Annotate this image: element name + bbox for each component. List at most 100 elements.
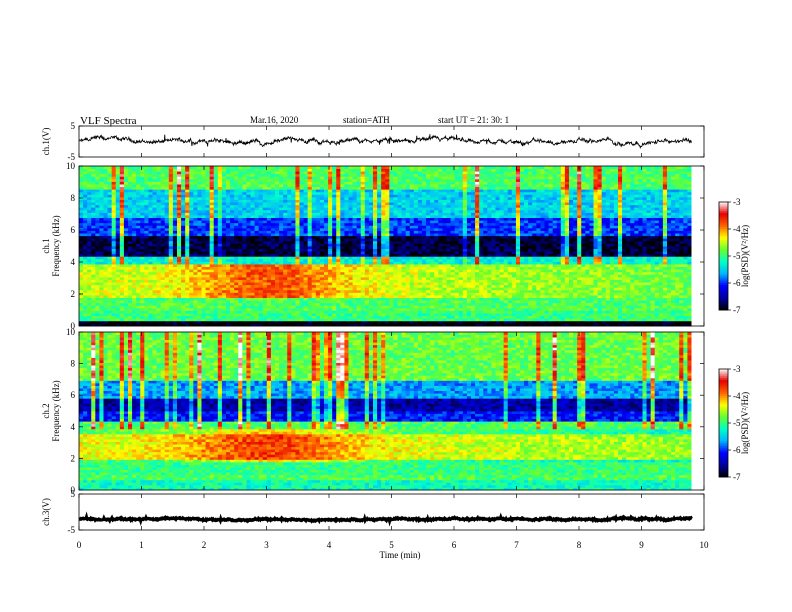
ch1-cell — [266, 222, 272, 226]
ch1-cell — [324, 196, 329, 200]
ch1-cell — [336, 166, 341, 169]
ch1-cell — [246, 194, 251, 198]
ch1-cell — [279, 276, 284, 280]
ch1-cell — [303, 248, 309, 252]
ch1-cell — [324, 264, 329, 268]
ch1-cell — [348, 227, 353, 231]
ch1-cell — [287, 261, 292, 265]
ch1-cell — [307, 240, 313, 244]
ch1-cell — [328, 191, 333, 195]
ch1-cell — [356, 264, 362, 268]
ch1-cell — [258, 178, 264, 182]
ch1-cell — [201, 194, 206, 198]
ch1-cell — [144, 220, 149, 224]
ch1-cell — [87, 289, 92, 293]
ch1-cell — [250, 227, 255, 231]
ch1-cell — [164, 194, 170, 198]
ch1-cell — [103, 217, 108, 221]
ch1-cell — [226, 215, 231, 219]
ch1-cell — [197, 194, 202, 198]
ch1-cell — [275, 307, 280, 311]
ch1-cell — [168, 222, 174, 226]
ch1-cell — [209, 305, 215, 309]
ch1-cell — [172, 246, 178, 249]
ch1-cell — [123, 235, 129, 239]
ch1-cell — [226, 227, 231, 231]
ch1-cell — [79, 181, 84, 185]
ch1-cell — [254, 251, 260, 255]
ch1-cell — [283, 287, 288, 291]
ch1-cell — [95, 194, 100, 198]
ch1-cell — [107, 222, 113, 226]
ch1-cell — [181, 243, 186, 247]
ch1-cell — [91, 258, 96, 262]
ch1-cell — [385, 264, 390, 268]
ch1-cell — [128, 264, 133, 268]
ch1-cell — [148, 212, 153, 216]
ch1-cell — [368, 235, 374, 239]
ch1-cell — [83, 315, 88, 319]
ch1-cell — [221, 271, 227, 275]
ch1-cell — [324, 238, 329, 242]
ch1-cell — [136, 225, 141, 229]
ch1-cell — [242, 238, 247, 242]
ch1-cell — [246, 300, 251, 304]
ch1-cell — [368, 240, 374, 244]
ch1-cell — [242, 227, 247, 231]
ch1-cell — [303, 217, 309, 221]
ch1-cell — [164, 173, 170, 177]
ch1-cell — [315, 297, 321, 301]
ch1-cell — [315, 227, 321, 231]
ch1-cell — [144, 166, 149, 169]
ch1-cell — [356, 173, 362, 177]
ch1-cell — [181, 310, 186, 314]
ch1-cell — [356, 320, 362, 324]
ch1-cell — [95, 171, 100, 175]
ch1-cell — [315, 251, 321, 255]
ch1-cell — [328, 240, 333, 244]
ch1-cell — [164, 310, 170, 314]
ch1-cell — [303, 235, 309, 239]
ch1-cell — [205, 302, 211, 306]
ch1-cell — [352, 215, 358, 219]
ch1-cell — [181, 256, 186, 260]
ch1-cell — [209, 222, 215, 226]
ch1-cell — [144, 313, 149, 317]
ch1-cell — [189, 282, 194, 286]
ch1-cell — [287, 246, 292, 249]
ch1-cell — [401, 199, 407, 203]
ch1-cell — [140, 251, 145, 255]
ch1-cell — [144, 295, 149, 299]
ch1-cell — [401, 235, 407, 239]
ch1-cell — [103, 220, 108, 224]
ch1-cell — [87, 235, 92, 239]
ch1-cell — [279, 189, 284, 193]
ch1-cell — [156, 227, 162, 231]
ch1-cell — [123, 181, 129, 185]
ch1-cell — [217, 220, 223, 224]
ch1-cell — [132, 253, 137, 257]
ch1-cell — [238, 220, 243, 224]
ch1-cell — [397, 207, 402, 211]
ch1-cell — [226, 178, 231, 182]
ch1-cell — [381, 171, 386, 175]
ch1-cell — [307, 222, 313, 226]
ch1-cell — [164, 251, 170, 255]
ch1-cell — [234, 184, 239, 188]
ch1-cell — [364, 207, 370, 211]
ch1-cell — [181, 251, 186, 255]
ch1-cell — [140, 292, 145, 296]
ch1-cell — [148, 184, 153, 188]
ch1-cell — [262, 230, 268, 234]
ch1-cell — [356, 248, 362, 252]
ch1-cell — [185, 168, 190, 172]
ch1-cell — [348, 261, 353, 265]
ch1-cell — [128, 202, 133, 206]
ch1-cell — [156, 264, 162, 268]
ch1-cell — [279, 318, 284, 322]
ch1-cell — [299, 320, 304, 324]
ch1-cell — [83, 279, 88, 283]
ch1-cell — [119, 313, 125, 317]
ch1-cell — [193, 230, 198, 234]
ch1-cell — [250, 215, 255, 219]
